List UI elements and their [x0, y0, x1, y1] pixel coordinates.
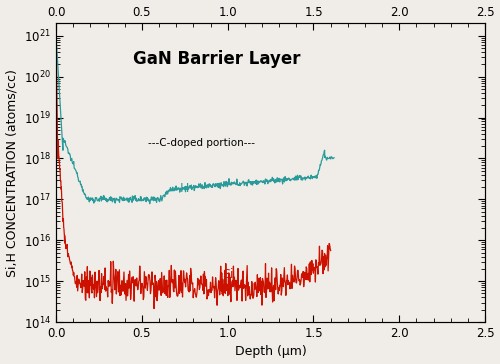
Text: ---C-doped portion---: ---C-doped portion--- — [148, 138, 256, 148]
Text: Si: Si — [222, 268, 234, 281]
Text: H: H — [180, 182, 189, 195]
Y-axis label: Si,H CONCENTRATION (atoms/cc): Si,H CONCENTRATION (atoms/cc) — [6, 69, 18, 277]
Text: GaN Barrier Layer: GaN Barrier Layer — [134, 50, 301, 68]
X-axis label: Depth (μm): Depth (μm) — [234, 345, 306, 359]
